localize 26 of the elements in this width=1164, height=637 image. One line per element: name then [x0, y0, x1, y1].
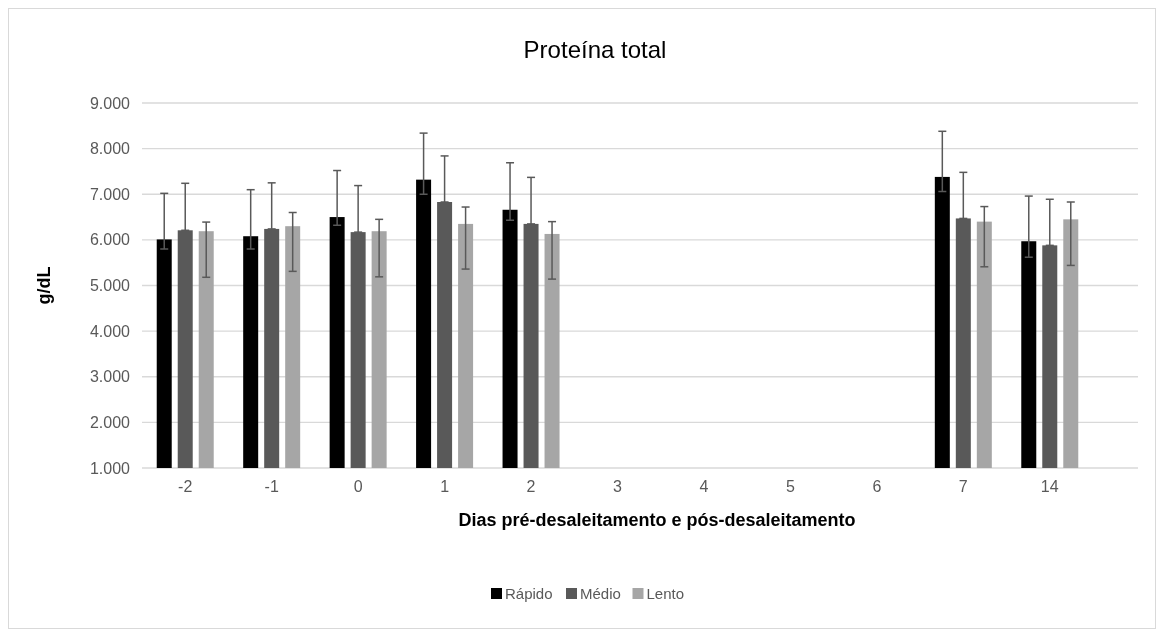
x-axis-title: Dias pré-desaleitamento e pós-desaleitamento [458, 510, 856, 530]
x-tick-label: 7 [958, 478, 968, 495]
y-tick-label: 2.000 [89, 413, 131, 431]
x-tick-label: -2 [178, 478, 193, 495]
y-tick-label: 5.000 [89, 277, 131, 295]
x-tick-label: 4 [699, 478, 709, 495]
chart-title: Proteína total [523, 36, 667, 63]
x-tick-label: 1 [440, 478, 450, 495]
y-tick-label: 4.000 [89, 322, 131, 340]
y-tick-label: 1.000 [89, 459, 131, 477]
y-tick-label: 8.000 [89, 140, 131, 158]
legend-label: Médio [580, 585, 621, 602]
y-tick-label: 3.000 [89, 368, 131, 386]
x-tick-label: -1 [264, 478, 279, 495]
x-tick-label: 6 [872, 478, 882, 495]
x-tick-label: 0 [353, 478, 363, 495]
legend-label: Lento [646, 585, 685, 602]
x-tick-label: 3 [613, 478, 623, 495]
y-tick-label: 9.000 [89, 94, 131, 112]
x-tick-label: 2 [526, 478, 536, 495]
y-axis-title: g/dL [34, 266, 54, 305]
y-tick-label: 6.000 [89, 231, 131, 249]
legend-label: Rápido [505, 585, 553, 602]
x-tick-label: 5 [785, 478, 795, 495]
y-tick-label: 7.000 [89, 185, 131, 203]
x-tick-label: 14 [1040, 478, 1059, 495]
